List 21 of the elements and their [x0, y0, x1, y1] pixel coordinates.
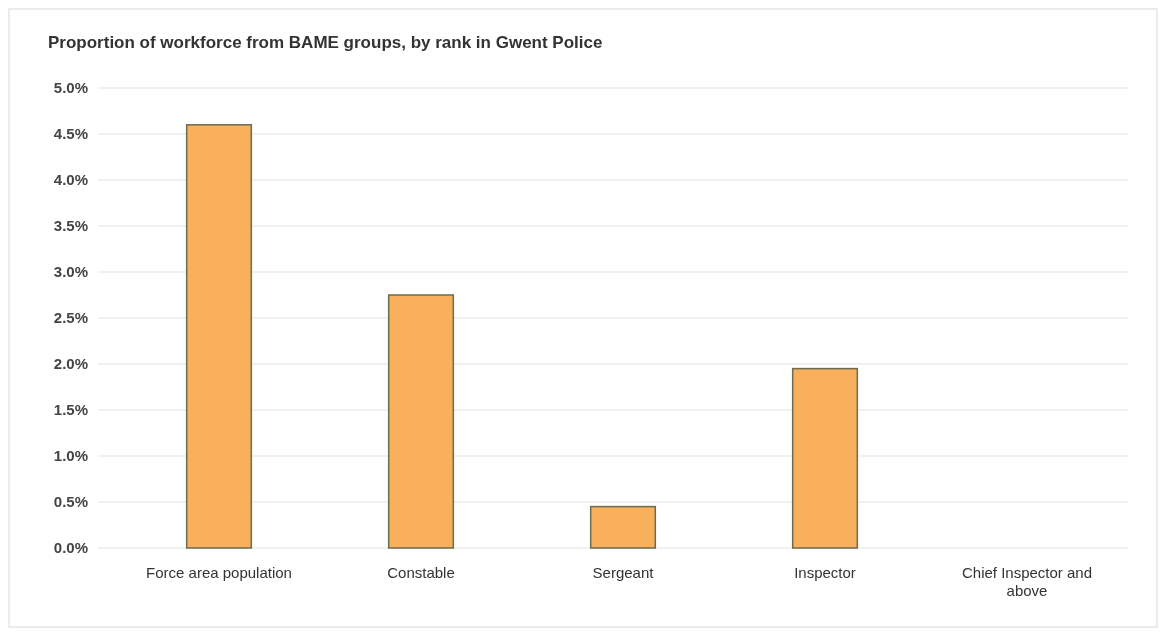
x-tick-label: Force area population	[146, 564, 292, 581]
x-tick-label: Constable	[387, 564, 455, 581]
y-tick-label: 2.0%	[53, 355, 88, 373]
y-tick-label: 4.0%	[53, 171, 88, 189]
y-tick-label: 0.5%	[53, 493, 88, 511]
bar	[387, 294, 455, 549]
x-tick-label: Sergeant	[592, 564, 655, 581]
x-tick-label: Chief Inspector and above	[961, 564, 1093, 599]
y-tick-label: 1.5%	[53, 401, 88, 419]
y-tick-label: 2.5%	[53, 309, 88, 327]
y-tick-label: 3.5%	[53, 217, 88, 235]
bar	[791, 367, 859, 549]
bar	[185, 124, 253, 549]
chart-title: Proportion of workforce from BAME groups, by rank in Gwent Police	[48, 33, 603, 52]
y-tick-label: 1.0%	[53, 447, 88, 465]
y-tick-label: 5.0%	[53, 79, 88, 97]
x-tick-label: Inspector	[794, 564, 856, 581]
y-tick-label: 3.0%	[53, 263, 88, 281]
y-tick-label: 0.0%	[53, 539, 88, 557]
y-tick-label: 4.5%	[53, 125, 88, 143]
bar	[589, 505, 657, 549]
